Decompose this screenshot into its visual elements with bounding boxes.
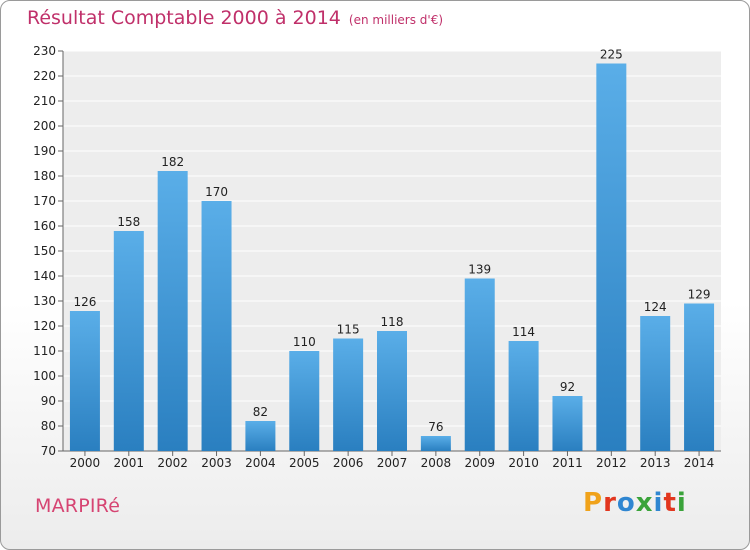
y-tick-label: 90 xyxy=(41,394,56,408)
bar xyxy=(201,201,232,451)
y-tick-label: 110 xyxy=(33,344,56,358)
logo-letter: t xyxy=(663,488,677,518)
x-tick-label: 2008 xyxy=(421,456,452,470)
data-label: 129 xyxy=(688,288,711,302)
y-tick-label: 140 xyxy=(33,269,56,283)
chart-title-text: Résultat Comptable 2000 à 2014 xyxy=(27,7,341,29)
bar xyxy=(377,331,407,451)
y-tick-label: 170 xyxy=(33,194,56,208)
data-label: 110 xyxy=(293,335,316,349)
x-tick-label: 2011 xyxy=(552,456,583,470)
logo-letter: P xyxy=(583,488,604,518)
logo-letter: r xyxy=(603,488,617,518)
y-tick-label: 200 xyxy=(33,119,56,133)
bar xyxy=(596,63,627,451)
x-tick-label: 2007 xyxy=(377,456,408,470)
x-tick-label: 2006 xyxy=(333,456,364,470)
data-label: 92 xyxy=(560,380,575,394)
data-label: 118 xyxy=(381,315,404,329)
chart-subtitle: (en milliers d'€) xyxy=(348,13,444,27)
bar xyxy=(157,171,188,451)
y-tick-label: 70 xyxy=(41,444,56,458)
y-tick-label: 120 xyxy=(33,319,56,333)
y-tick-label: 210 xyxy=(33,94,56,108)
bar xyxy=(245,421,276,451)
y-tick-label: 130 xyxy=(33,294,56,308)
data-label: 126 xyxy=(73,295,96,309)
data-label: 76 xyxy=(428,420,443,434)
y-tick-label: 220 xyxy=(33,69,56,83)
data-label: 82 xyxy=(253,405,268,419)
bar xyxy=(69,311,100,451)
y-tick-label: 190 xyxy=(33,144,56,158)
data-label: 139 xyxy=(468,263,491,277)
bar xyxy=(640,316,671,451)
data-label: 158 xyxy=(117,215,140,229)
data-label: 225 xyxy=(600,48,623,62)
logo-letter: i xyxy=(653,488,664,518)
y-tick-label: 180 xyxy=(33,169,56,183)
x-tick-label: 2012 xyxy=(596,456,627,470)
commune-name: MARPIRé xyxy=(35,495,121,517)
y-tick-label: 150 xyxy=(33,244,56,258)
data-label: 115 xyxy=(337,323,360,337)
logo-letter: o xyxy=(616,488,636,518)
bar xyxy=(333,338,364,451)
bar xyxy=(420,436,451,451)
y-tick-label: 80 xyxy=(41,419,56,433)
bar xyxy=(508,341,539,451)
x-tick-label: 2004 xyxy=(245,456,276,470)
data-label: 182 xyxy=(161,155,184,169)
y-tick-label: 100 xyxy=(33,369,56,383)
bar xyxy=(113,231,144,451)
chart-title: Résultat Comptable 2000 à 2014 (en millie… xyxy=(27,7,443,29)
x-tick-label: 2003 xyxy=(201,456,232,470)
bar xyxy=(464,278,495,451)
x-tick-label: 2001 xyxy=(114,456,145,470)
data-label: 114 xyxy=(512,325,535,339)
x-tick-label: 2014 xyxy=(684,456,715,470)
x-tick-label: 2005 xyxy=(289,456,320,470)
x-tick-label: 2010 xyxy=(508,456,539,470)
x-tick-label: 2013 xyxy=(640,456,671,470)
bar xyxy=(684,303,715,451)
bar xyxy=(289,351,320,451)
bar xyxy=(552,396,583,451)
logo-letter: i xyxy=(676,488,687,518)
x-tick-label: 2000 xyxy=(70,456,101,470)
data-label: 170 xyxy=(205,185,228,199)
y-tick-label: 230 xyxy=(33,44,56,58)
data-label: 124 xyxy=(644,300,667,314)
proxiti-logo[interactable]: Proxiti xyxy=(583,488,687,518)
logo-letter: x xyxy=(635,488,654,518)
x-tick-label: 2009 xyxy=(464,456,495,470)
x-tick-label: 2002 xyxy=(157,456,188,470)
y-tick-label: 160 xyxy=(33,219,56,233)
